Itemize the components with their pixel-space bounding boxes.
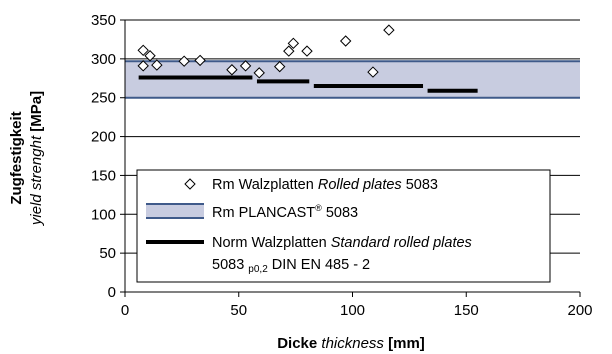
legend-diamond-icon (184, 178, 196, 190)
data-point (273, 60, 286, 73)
legend-entry-rolled: Rm Walzplatten Rolled plates 5083 (212, 177, 438, 193)
y-tick-labels: 0 50 100 150 200 250 300 350 (91, 12, 116, 301)
data-point (287, 37, 300, 50)
data-point (194, 54, 206, 67)
x-tick-labels: 0 50 100 150 200 (121, 302, 593, 319)
x-tick-label: 50 (230, 302, 247, 319)
data-point (144, 50, 156, 62)
data-point (226, 64, 238, 76)
y-tick-label: 100 (91, 206, 116, 223)
x-axis-label: Dicke thickness [mm] (277, 335, 425, 352)
legend-band-icon (146, 204, 204, 218)
data-point (151, 59, 163, 71)
data-point (339, 35, 352, 47)
y-tick-label: 0 (108, 284, 116, 301)
legend-entry-norm-line2: 5083 p0,2 DIN EN 485 - 2 (212, 257, 370, 275)
legend: Rm Walzplatten Rolled plates 5083 Rm PLA… (136, 169, 551, 283)
data-point (137, 60, 149, 72)
legend-entry-plancast: Rm PLANCAST® 5083 (212, 203, 358, 221)
data-point (239, 60, 252, 72)
legend-entry-norm-line1: Norm Walzplatten Standard rolled plates (212, 235, 472, 251)
y-tick-label: 300 (91, 51, 116, 68)
y-axis-label-line1: Zugfestigkeit (8, 111, 25, 204)
data-point (283, 45, 295, 57)
legend-box (136, 169, 551, 283)
y-tick-label: 200 (91, 129, 116, 146)
x-tick-label: 150 (454, 302, 479, 319)
data-point (383, 24, 395, 36)
y-axis-label-line2: yield strenght [MPa] (28, 91, 45, 226)
data-point (253, 67, 265, 79)
norm-segments (138, 75, 478, 93)
y-tick-label: 250 (91, 90, 116, 107)
y-tick-label: 350 (91, 12, 116, 29)
x-tick-label: 0 (121, 302, 129, 319)
data-point (178, 55, 190, 67)
rolled-plate-points (137, 24, 395, 79)
data-point (301, 45, 313, 57)
y-tick-label: 50 (99, 245, 116, 262)
data-point (367, 66, 379, 78)
y-tick-label: 150 (91, 167, 116, 184)
x-tick-label: 200 (567, 302, 592, 319)
data-point (137, 44, 149, 57)
legend-segment-icon (146, 240, 204, 244)
x-tick-label: 100 (340, 302, 365, 319)
axes (124, 20, 580, 293)
